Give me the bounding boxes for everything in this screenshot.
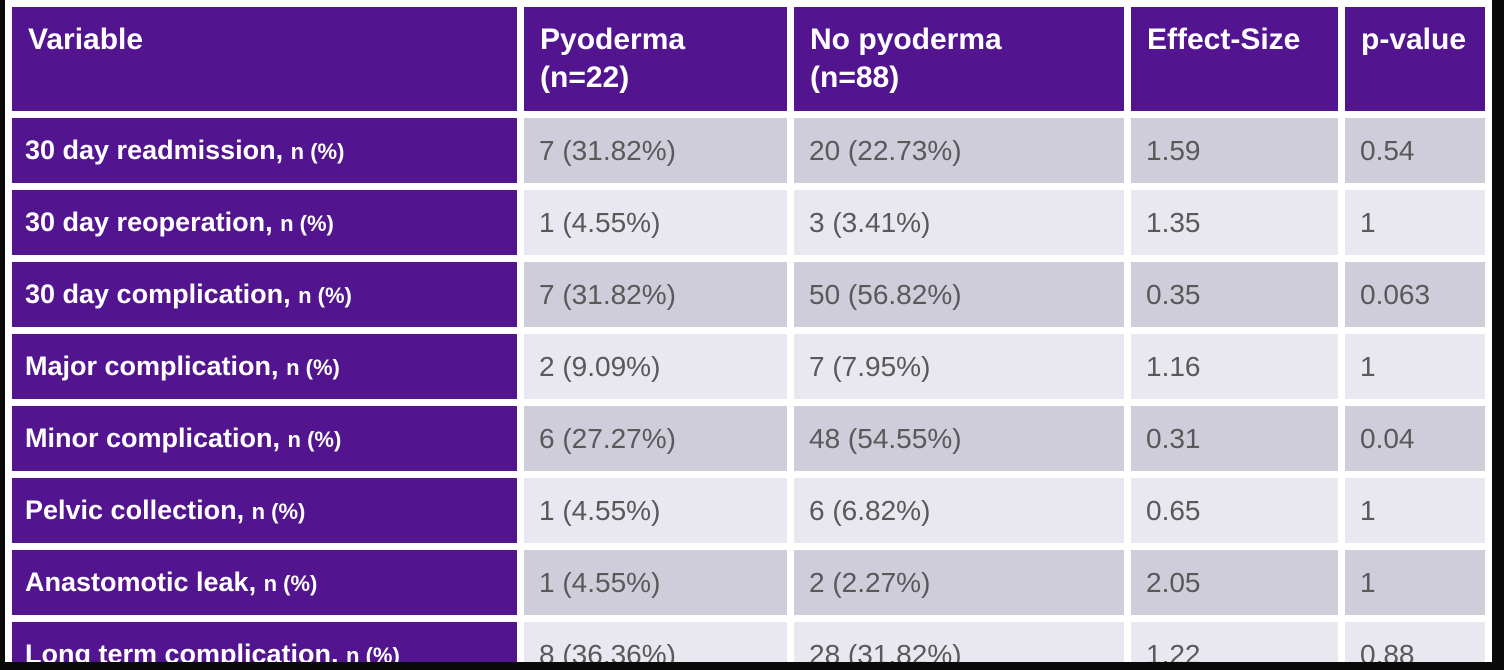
row-label-text: Pelvic collection, — [25, 495, 245, 525]
row-label-text: Long term complication, — [25, 639, 339, 669]
cell-pyoderma: 6 (27.27%) — [524, 406, 787, 471]
row-label-suffix: n (%) — [280, 211, 334, 236]
row-label-text: Anastomotic leak, — [25, 567, 257, 597]
row-label-30-day-readmission: 30 day readmission, n (%) — [12, 118, 517, 183]
column-header-p-value: p-value — [1345, 7, 1485, 111]
cell-no-pyoderma: 20 (22.73%) — [794, 118, 1124, 183]
table-row-long-term-complication: Long term complication, n (%) 8 (36.36%)… — [12, 622, 1485, 669]
cell-effect-size: 1.22 — [1131, 622, 1338, 662]
row-label-major-complication: Major complication, n (%) — [12, 334, 517, 399]
cell-pyoderma: 1 (4.55%) — [524, 550, 787, 615]
row-label-suffix: n (%) — [263, 571, 318, 596]
table-row-anastomotic-leak: Anastomotic leak, n (%) 1 (4.55%) 2 (2.2… — [12, 550, 1485, 615]
column-header-pyoderma: Pyoderma (n=22) — [524, 7, 787, 111]
cell-effect-size: 1.59 — [1131, 118, 1338, 183]
cell-p-value: 0.88 — [1345, 622, 1485, 662]
cell-effect-size: 0.35 — [1131, 262, 1338, 327]
cell-pyoderma: 1 (4.55%) — [524, 190, 787, 255]
cell-pyoderma: 2 (9.09%) — [524, 334, 787, 399]
cell-no-pyoderma: 28 (31.82%) — [794, 622, 1124, 662]
row-label-text: Minor complication, — [25, 423, 281, 453]
row-label-suffix: n (%) — [298, 283, 352, 308]
row-label-text: 30 day complication, — [25, 279, 291, 309]
cell-no-pyoderma: 48 (54.55%) — [794, 406, 1124, 471]
cell-pyoderma: 7 (31.82%) — [524, 262, 787, 327]
cell-effect-size: 1.16 — [1131, 334, 1338, 399]
row-label-30-day-complication: 30 day complication, n (%) — [12, 262, 517, 327]
row-label-pelvic-collection: Pelvic collection, n (%) — [12, 478, 517, 543]
cell-p-value: 1 — [1345, 190, 1485, 255]
table-row-30-day-complication: 30 day complication, n (%) 7 (31.82%) 50… — [12, 262, 1485, 327]
row-label-text: Major complication, — [25, 351, 279, 381]
column-header-effect-size: Effect-Size — [1131, 7, 1338, 111]
cell-effect-size: 0.65 — [1131, 478, 1338, 543]
cell-p-value: 1 — [1345, 478, 1485, 543]
row-label-suffix: n (%) — [290, 139, 345, 164]
column-header-variable: Variable — [12, 7, 517, 111]
cell-p-value: 0.54 — [1345, 118, 1485, 183]
header-row: Variable Pyoderma (n=22) No pyoderma (n=… — [12, 7, 1485, 111]
table-row-pelvic-collection: Pelvic collection, n (%) 1 (4.55%) 6 (6.… — [12, 478, 1485, 543]
row-label-minor-complication: Minor complication, n (%) — [12, 406, 517, 471]
row-label-long-term-complication: Long term complication, n (%) — [12, 622, 517, 669]
cell-p-value: 1 — [1345, 334, 1485, 399]
cell-no-pyoderma: 7 (7.95%) — [794, 334, 1124, 399]
table-row-30-day-reoperation: 30 day reoperation, n (%) 1 (4.55%) 3 (3… — [12, 190, 1485, 255]
table-row-major-complication: Major complication, n (%) 2 (9.09%) 7 (7… — [12, 334, 1485, 399]
cell-effect-size: 1.35 — [1131, 190, 1338, 255]
cell-pyoderma: 1 (4.55%) — [524, 478, 787, 543]
table-row-30-day-readmission: 30 day readmission, n (%) 7 (31.82%) 20 … — [12, 118, 1485, 183]
row-label-30-day-reoperation: 30 day reoperation, n (%) — [12, 190, 517, 255]
row-label-suffix: n (%) — [346, 643, 400, 668]
outcomes-table: Variable Pyoderma (n=22) No pyoderma (n=… — [5, 0, 1492, 669]
cell-pyoderma: 7 (31.82%) — [524, 118, 787, 183]
row-label-suffix: n (%) — [287, 427, 342, 452]
row-label-text: 30 day reoperation, — [25, 207, 273, 237]
column-header-no-pyoderma: No pyoderma (n=88) — [794, 7, 1124, 111]
cell-no-pyoderma: 3 (3.41%) — [794, 190, 1124, 255]
row-label-suffix: n (%) — [251, 499, 306, 524]
cell-p-value: 0.04 — [1345, 406, 1485, 471]
cell-effect-size: 2.05 — [1131, 550, 1338, 615]
cell-no-pyoderma: 50 (56.82%) — [794, 262, 1124, 327]
row-label-anastomotic-leak: Anastomotic leak, n (%) — [12, 550, 517, 615]
cell-pyoderma: 8 (36.36%) — [524, 622, 787, 662]
cell-p-value: 0.063 — [1345, 262, 1485, 327]
row-label-text: 30 day readmission, — [25, 135, 284, 165]
row-label-suffix: n (%) — [286, 355, 340, 380]
cell-effect-size: 0.31 — [1131, 406, 1338, 471]
cell-no-pyoderma: 2 (2.27%) — [794, 550, 1124, 615]
cell-no-pyoderma: 6 (6.82%) — [794, 478, 1124, 543]
table-row-minor-complication: Minor complication, n (%) 6 (27.27%) 48 … — [12, 406, 1485, 471]
cell-p-value: 1 — [1345, 550, 1485, 615]
